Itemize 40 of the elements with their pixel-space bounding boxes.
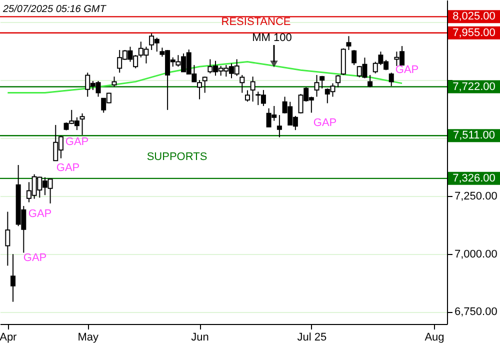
annotation: GAP [56,162,80,174]
candlestick [388,72,394,87]
candlestick [352,49,357,66]
y-tick-label: 6,750.00 [454,306,498,318]
ref-line-label: 7,326.00 [452,172,496,184]
candlestick [320,75,325,89]
ref-line-label: 7,722.00 [452,80,496,93]
annotation: GAP [28,208,52,220]
ref-line-label: 7,955.00 [452,26,496,39]
candlestick [112,76,117,88]
series-label: MM 100 [252,32,292,44]
x-tick-label: Aug [424,332,444,344]
candlestick [368,74,373,88]
ref-line-label: 7,511.00 [452,130,496,142]
x-tick-label: Apr [0,332,18,344]
annotation: GAP [395,64,419,76]
annotation: RESISTANCE [221,16,291,28]
annotation: GAP [65,136,89,148]
candlestick [244,90,250,102]
y-tick-label: 7,250.00 [454,190,498,203]
candlestick [5,211,10,266]
candlestick [80,112,85,136]
candlestick [10,254,16,302]
y-tick-label: 7,000.00 [454,248,498,260]
candlestick [250,76,256,102]
annotation: GAP [313,117,337,129]
annotation: GAP [23,252,47,264]
annotation: 25/07/2025 05:16 GMT [2,4,107,15]
candlestick [197,80,202,100]
candlestick [202,76,208,94]
x-tick-label: May [78,332,99,344]
candlestick [346,36,352,50]
candlestick [336,74,341,88]
annotation: SUPPORTS [146,151,208,163]
x-tick-label: Jun [191,332,209,344]
candlestick [240,74,245,94]
candlestick [276,114,282,138]
x-tick-label: Jul 25 [297,332,327,344]
candlestick [314,74,320,98]
ref-line-label: 8,025.00 [452,10,496,23]
